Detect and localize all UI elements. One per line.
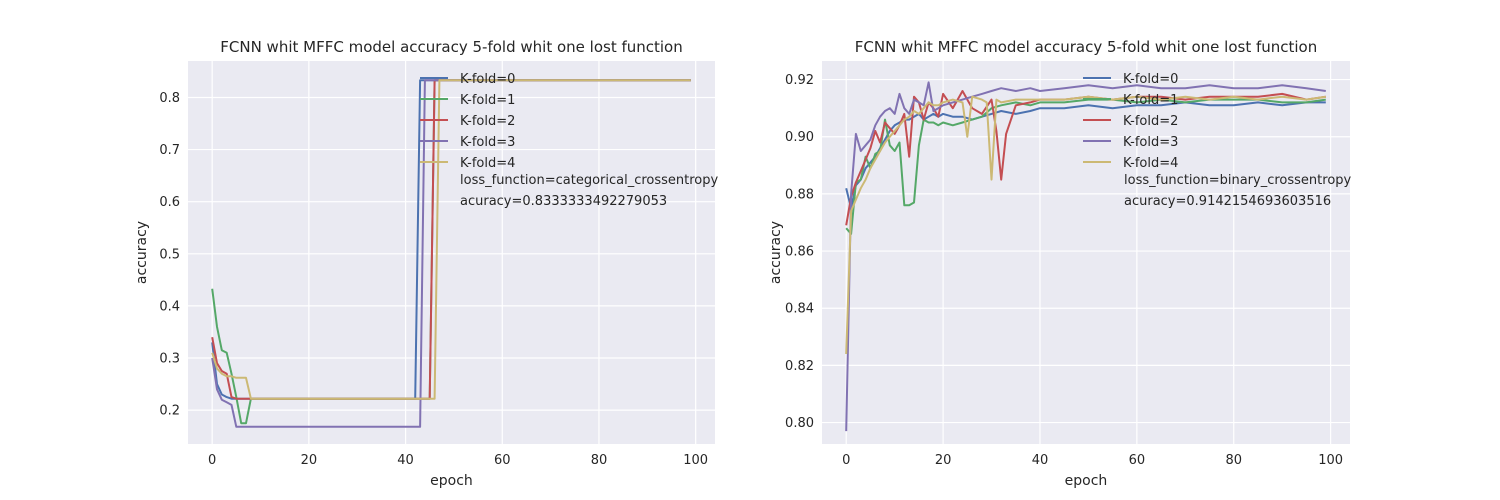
series-line-kfold-2 (845, 90, 1326, 226)
y-tick-label: 0.88 (785, 187, 814, 202)
legend-label-kfold-2: K-fold=2 (460, 114, 515, 129)
y-axis-label: accuracy (768, 221, 784, 284)
y-tick-label: 0.5 (159, 247, 180, 262)
x-tick-label: 60 (494, 453, 511, 468)
series-line-kfold-3 (211, 79, 691, 428)
legend-label-kfold-4: K-fold=4 (1123, 156, 1178, 171)
x-tick-label: 80 (1225, 453, 1242, 468)
chart-title: FCNN whit MFFC model accuracy 5-fold whi… (220, 38, 683, 56)
plot-area (822, 61, 1350, 444)
x-tick-label: 60 (1129, 453, 1146, 468)
legend-label-kfold-1: K-fold=1 (460, 93, 515, 108)
plot-area (188, 61, 715, 444)
y-tick-label: 0.80 (785, 416, 814, 431)
legend-label-kfold-1: K-fold=1 (1123, 93, 1178, 108)
y-tick-label: 0.90 (785, 130, 814, 145)
x-tick-label: 100 (1318, 453, 1343, 468)
y-tick-label: 0.7 (159, 143, 180, 158)
legend-label-kfold-2: K-fold=2 (1123, 114, 1178, 129)
legend-label-kfold-3: K-fold=3 (1123, 135, 1178, 150)
x-tick-label: 40 (397, 453, 414, 468)
x-tick-label: 100 (683, 453, 708, 468)
y-tick-label: 0.86 (785, 245, 814, 260)
legend-label-kfold-3: K-fold=3 (460, 135, 515, 150)
y-tick-label: 0.92 (785, 73, 814, 88)
legend-label-kfold-0: K-fold=0 (1123, 72, 1178, 87)
x-tick-label: 40 (1032, 453, 1049, 468)
chart-right: 0.80 0.82 0.84 0.86 0.88 0.90 0.92 0 20 40 60 80 100… (768, 38, 1352, 489)
chart-title: FCNN whit MFFC model accuracy 5-fold whi… (855, 38, 1318, 56)
series-line-kfold-0 (845, 101, 1326, 210)
series-line-kfold-2 (211, 79, 691, 400)
y-tick-label: 0.8 (159, 91, 180, 106)
x-tick-label: 20 (935, 453, 952, 468)
legend-label-kfold-4: K-fold=4 (460, 156, 515, 171)
y-tick-label: 0.4 (159, 299, 180, 314)
x-tick-label: 80 (591, 453, 608, 468)
loss-function-annotation: loss_function=binary_crossentropy (1124, 173, 1352, 188)
x-tick-label: 20 (301, 453, 318, 468)
accuracy-annotation: acuracy=0.9142154693603516 (1124, 194, 1331, 209)
y-tick-label: 0.82 (785, 359, 814, 374)
series-line-kfold-4 (211, 79, 691, 400)
loss-function-annotation: loss_function=categorical_crossentropy (460, 173, 719, 188)
chart-left: 0.2 0.3 0.4 0.5 0.6 0.7 0.8 0 20 40 60 80 100 FCNN wh… (134, 38, 719, 489)
x-tick-label: 0 (842, 453, 850, 468)
y-axis-label: accuracy (134, 221, 150, 284)
y-tick-label: 0.3 (159, 352, 180, 367)
x-axis-label: epoch (430, 473, 473, 489)
accuracy-annotation: acuracy=0.8333333492279053 (460, 194, 667, 209)
legend-label-kfold-0: K-fold=0 (460, 72, 515, 87)
x-axis-label: epoch (1065, 473, 1108, 489)
y-tick-label: 0.6 (159, 195, 180, 210)
y-tick-label: 0.2 (159, 404, 180, 419)
y-tick-label: 0.84 (785, 302, 814, 317)
series-line-kfold-3 (845, 81, 1326, 432)
x-tick-label: 0 (208, 453, 216, 468)
series-line-kfold-4 (845, 95, 1326, 355)
